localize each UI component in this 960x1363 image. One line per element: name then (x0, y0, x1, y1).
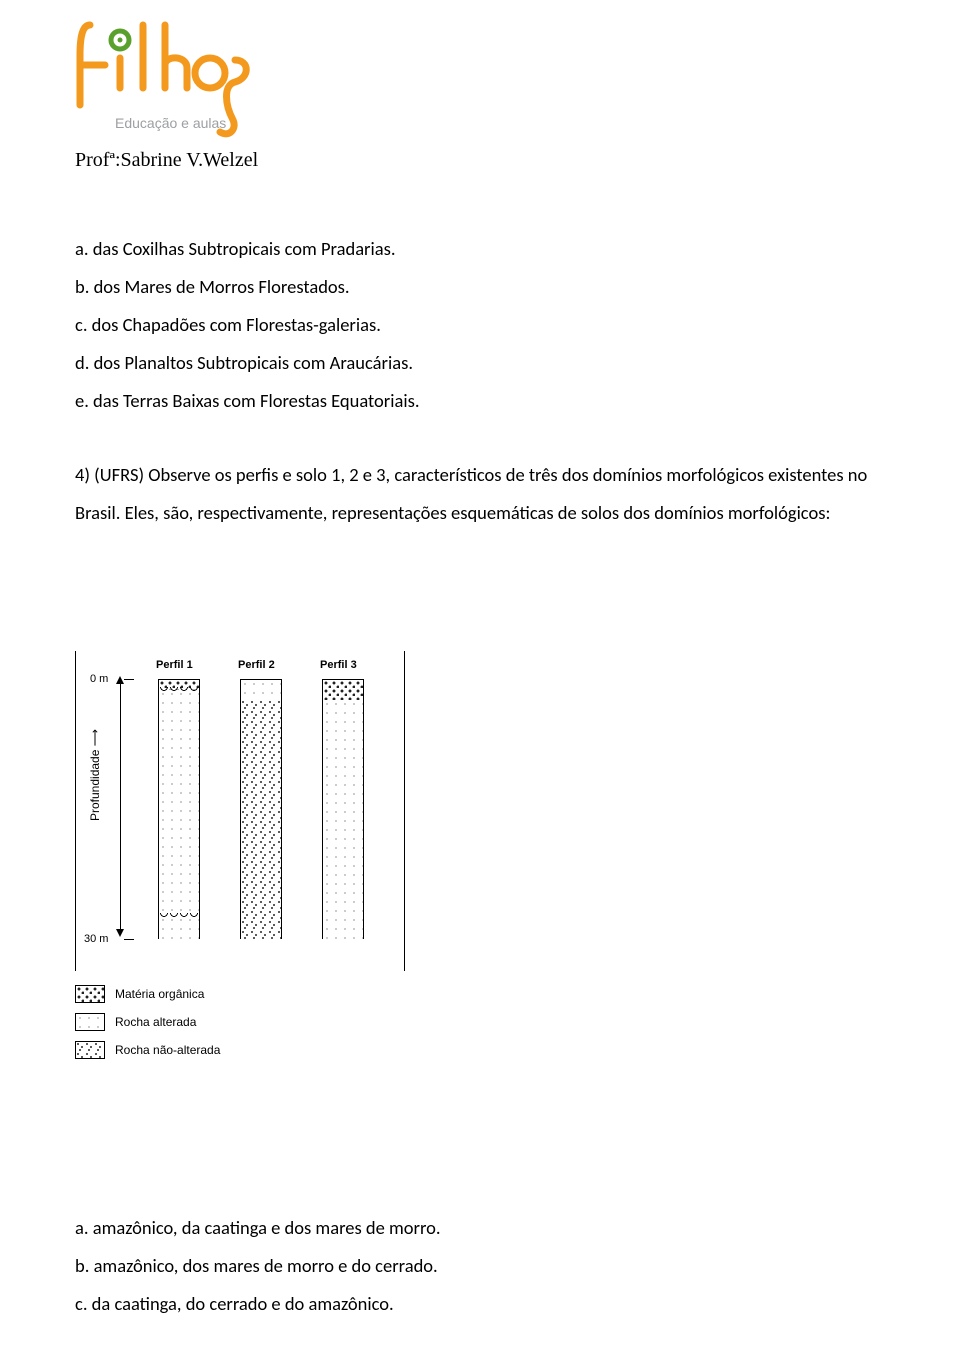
legend-swatch-organic (75, 985, 105, 1003)
legend-swatch-altered (75, 1013, 105, 1031)
profile-label-2: Perfil 2 (238, 659, 275, 671)
profile-column-3 (322, 679, 364, 939)
profile-column-2 (240, 679, 282, 939)
logo-svg: Educação e aulas (75, 10, 255, 140)
answer-a: a. amazônico, da caatinga e dos mares de… (75, 1209, 885, 1247)
option-c: c. dos Chapadões com Florestas-galerias. (75, 306, 885, 344)
legend-row-2: Rocha alterada (75, 1013, 405, 1031)
answer-c: c. da caatinga, do cerrado e do amazônic… (75, 1285, 885, 1323)
question-4: 4) (UFRS) Observe os perfis e solo 1, 2 … (75, 456, 885, 532)
diagram-legend: Matéria orgânica Rocha alterada Rocha não-… (75, 985, 405, 1059)
profile-label-3: Perfil 3 (320, 659, 357, 671)
author-line: Profª:Sabrine V.Welzel (75, 149, 885, 172)
profile-1-segment-2 (159, 690, 199, 916)
options-block-top: a. das Coxilhas Subtropicais com Pradari… (75, 230, 885, 420)
question-4-text: 4) (UFRS) Observe os perfis e solo 1, 2 … (75, 456, 885, 532)
profile-2-segment-2 (241, 700, 281, 940)
option-d: d. dos Planaltos Subtropicais com Araucá… (75, 344, 885, 382)
legend-label-1: Matéria orgânica (115, 987, 204, 1001)
answer-b: b. amazônico, dos mares de morro e do ce… (75, 1247, 885, 1285)
y-tick-bottom: 30 m (84, 933, 108, 945)
logo-subtitle: Educação e aulas (115, 115, 226, 131)
y-tick-top: 0 m (90, 673, 108, 685)
legend-label-2: Rocha alterada (115, 1015, 196, 1029)
legend-swatch-notaltered (75, 1041, 105, 1059)
profile-1-segment-3 (159, 916, 199, 940)
soil-profile-diagram: 0 m 30 m Profundidade ⟶ Perfil 1 Perfil 2 Per… (75, 651, 885, 1059)
profile-column-1 (158, 679, 200, 939)
profile-label-1: Perfil 1 (156, 659, 193, 671)
option-b: b. dos Mares de Morros Florestados. (75, 268, 885, 306)
option-e: e. das Terras Baixas com Florestas Equat… (75, 382, 885, 420)
profile-3-segment-1 (323, 680, 363, 700)
profile-3-segment-2 (323, 700, 363, 940)
legend-row-3: Rocha não-alterada (75, 1041, 405, 1059)
profile-2-segment-1 (241, 680, 281, 700)
option-a: a. das Coxilhas Subtropicais com Pradari… (75, 230, 885, 268)
answers-block: a. amazônico, da caatinga e dos mares de… (75, 1209, 885, 1323)
y-axis-label: Profundidade ⟶ (88, 730, 102, 822)
legend-label-3: Rocha não-alterada (115, 1043, 220, 1057)
legend-row-1: Matéria orgânica (75, 985, 405, 1003)
logo: Educação e aulas (75, 10, 885, 145)
